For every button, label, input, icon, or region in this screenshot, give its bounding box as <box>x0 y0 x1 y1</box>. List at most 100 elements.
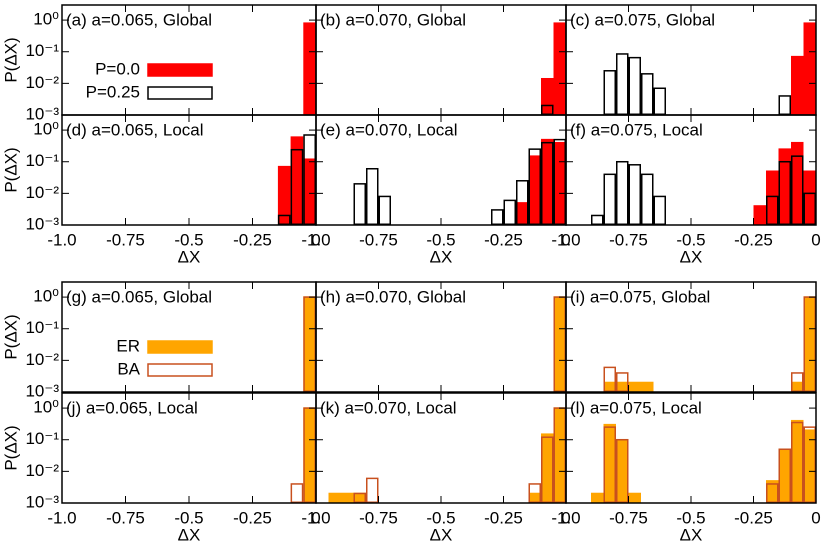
panel-title: (c) a=0.075, Global <box>570 10 715 29</box>
x-tick-label: -1.0 <box>47 508 76 527</box>
legend-label: P=0.25 <box>86 82 140 101</box>
y-tick-label: 10⁻¹ <box>25 429 59 448</box>
bar <box>616 53 629 115</box>
bar <box>341 492 354 503</box>
x-axis-label: ΔX <box>178 247 201 266</box>
bar <box>616 438 629 504</box>
x-tick-label: -0.75 <box>609 230 648 249</box>
y-axis-label: P(ΔX) <box>1 37 20 82</box>
y-tick-label: 10⁻² <box>25 350 59 369</box>
panel-title: (h) a=0.070, Global <box>320 287 466 306</box>
y-tick-label: 10⁻³ <box>25 381 59 400</box>
bar <box>591 214 604 225</box>
bar <box>791 419 804 504</box>
x-tick-label: 0 <box>561 508 570 527</box>
bar <box>366 167 379 226</box>
panel-title: (b) a=0.070, Global <box>320 10 466 29</box>
panel-title: (d) a=0.065, Local <box>66 120 204 139</box>
bar <box>616 160 629 225</box>
bar <box>353 183 366 226</box>
y-tick-label: 10⁻¹ <box>25 41 59 60</box>
y-axis-label: P(ΔX) <box>1 147 20 192</box>
legend-swatch <box>147 86 213 100</box>
x-tick-label: -1.0 <box>301 230 330 249</box>
panel-title: (j) a=0.065, Local <box>66 398 198 417</box>
y-tick-label: 10⁰ <box>33 398 59 417</box>
x-tick-label: -0.75 <box>106 230 145 249</box>
x-tick-label: -0.5 <box>426 230 455 249</box>
bar <box>353 492 366 503</box>
y-tick-label: 10⁻² <box>25 461 59 480</box>
x-tick-label: 0 <box>311 230 320 249</box>
y-axis-label: P(ΔX) <box>1 425 20 470</box>
bar <box>541 433 554 504</box>
y-tick-label: 10⁻¹ <box>25 318 59 337</box>
x-tick-label: -1.0 <box>301 508 330 527</box>
bar <box>778 95 791 115</box>
y-tick-label: 10⁻¹ <box>25 151 59 170</box>
bar <box>791 381 804 392</box>
bar <box>628 164 641 226</box>
bar <box>616 381 629 392</box>
x-axis-label: ΔX <box>680 525 703 544</box>
bar <box>303 296 316 392</box>
y-tick-label: 10⁻² <box>25 73 59 92</box>
bar <box>516 202 529 226</box>
legend-label: P=0.0 <box>95 59 140 78</box>
bar <box>303 158 316 226</box>
bar <box>553 296 566 392</box>
x-tick-label: -0.75 <box>609 508 648 527</box>
x-tick-label: 0 <box>561 230 570 249</box>
bar <box>628 381 641 392</box>
legend-swatch <box>147 63 213 77</box>
bar <box>766 170 779 225</box>
bar <box>603 381 616 392</box>
x-tick-label: -0.25 <box>734 508 773 527</box>
x-tick-label: -0.5 <box>174 230 203 249</box>
y-tick-label: 10⁻² <box>25 183 59 202</box>
bar <box>303 407 316 503</box>
y-tick-label: 10⁰ <box>33 10 59 29</box>
bar <box>603 173 616 226</box>
panel-title: (i) a=0.075, Global <box>570 287 710 306</box>
bar <box>553 22 566 115</box>
panel-title: (e) a=0.070, Local <box>320 120 458 139</box>
bar <box>803 22 816 115</box>
x-tick-label: 0 <box>811 230 820 249</box>
x-tick-label: -0.75 <box>359 230 398 249</box>
x-tick-label: -0.5 <box>676 508 705 527</box>
legend-swatch <box>147 340 213 354</box>
bar <box>503 199 516 226</box>
x-tick-label: -0.25 <box>233 230 272 249</box>
x-tick-label: -0.25 <box>484 230 523 249</box>
bar <box>803 170 816 225</box>
x-axis-label: ΔX <box>680 247 703 266</box>
bar <box>328 492 341 503</box>
bar <box>628 492 641 503</box>
bar <box>641 73 654 115</box>
x-tick-label: -1.0 <box>551 508 580 527</box>
bar <box>528 492 541 503</box>
bar <box>541 138 554 225</box>
bar <box>791 55 804 115</box>
panel-title: (g) a=0.065, Global <box>66 287 212 306</box>
bar <box>653 195 666 226</box>
x-tick-label: -0.25 <box>734 230 773 249</box>
legend-label: BA <box>117 359 140 378</box>
x-axis-label: ΔX <box>430 247 453 266</box>
bar <box>528 155 541 225</box>
panel-title: (l) a=0.075, Local <box>570 398 702 417</box>
x-tick-label: -1.0 <box>551 230 580 249</box>
bar <box>491 209 504 226</box>
panel-title: (k) a=0.070, Local <box>320 398 457 417</box>
x-tick-label: -1.0 <box>47 230 76 249</box>
bar <box>653 87 666 115</box>
panel-title: (a) a=0.065, Global <box>66 10 212 29</box>
x-tick-label: -0.25 <box>233 508 272 527</box>
legend-label: ER <box>116 336 140 355</box>
x-tick-label: -0.25 <box>484 508 523 527</box>
bar <box>641 173 654 226</box>
x-axis-label: ΔX <box>430 525 453 544</box>
